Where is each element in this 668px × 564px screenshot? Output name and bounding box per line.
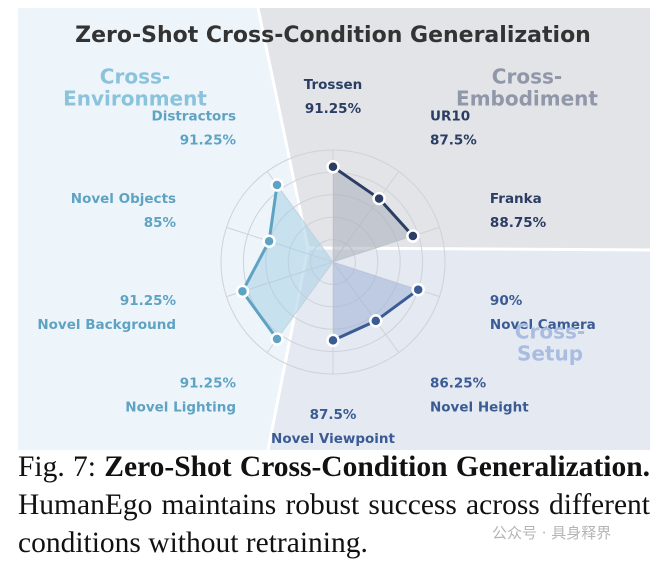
caption-title: Zero-Shot Cross-Condition Generalization… bbox=[104, 451, 650, 483]
point bbox=[369, 314, 383, 328]
category-label: Franka bbox=[490, 191, 542, 207]
value-label: 87.5% bbox=[430, 133, 477, 149]
category-label: Novel Camera bbox=[490, 317, 596, 333]
point bbox=[235, 284, 250, 299]
series-name: Cross- bbox=[515, 320, 585, 344]
point bbox=[326, 333, 340, 348]
series-name: Embodiment bbox=[456, 87, 598, 111]
region-environment bbox=[18, 8, 308, 450]
category-label: Novel Viewpoint bbox=[271, 431, 395, 447]
line bbox=[240, 184, 279, 340]
value-label: 85% bbox=[144, 215, 177, 231]
point bbox=[326, 160, 340, 174]
category-label: Novel Height bbox=[430, 399, 529, 415]
category-label: Trossen bbox=[304, 77, 363, 93]
point bbox=[270, 332, 284, 346]
chart-title: Zero-Shot Cross-Condition Generalization bbox=[75, 23, 591, 48]
series-name: Cross- bbox=[100, 65, 170, 89]
area bbox=[242, 184, 333, 340]
point bbox=[262, 234, 276, 248]
point bbox=[406, 229, 420, 243]
point bbox=[411, 282, 425, 297]
category-label: Novel Lighting bbox=[125, 399, 236, 415]
value-label: 90% bbox=[490, 293, 523, 309]
category-label: Novel Objects bbox=[71, 191, 176, 207]
point bbox=[270, 178, 284, 192]
series-name: Setup bbox=[517, 342, 583, 366]
watermark: 公众号 · 具身释界 bbox=[492, 524, 612, 542]
category-label: UR10 bbox=[430, 109, 470, 125]
area bbox=[333, 166, 413, 262]
caption-label: Fig. 7: bbox=[18, 451, 96, 483]
series-name: Environment bbox=[63, 87, 207, 111]
area bbox=[333, 262, 419, 341]
value-label: 87.5% bbox=[310, 407, 357, 423]
value-label: 88.75% bbox=[490, 215, 547, 231]
value-label: 91.25% bbox=[180, 133, 237, 149]
category-label: Novel Background bbox=[37, 317, 176, 333]
value-label: 91.25% bbox=[180, 375, 237, 391]
chart: Zero-Shot Cross-Condition Generalization… bbox=[18, 7, 651, 450]
value-label: 86.25% bbox=[430, 375, 487, 391]
series-name: Cross- bbox=[492, 65, 562, 89]
value-label: 91.25% bbox=[305, 101, 362, 117]
point bbox=[372, 191, 386, 206]
caption-text: HumanEgo maintains robust success across… bbox=[18, 489, 650, 559]
value-label: 91.25% bbox=[120, 293, 177, 309]
category-label: Distractors bbox=[151, 109, 236, 125]
caption: Fig. 7: Zero-Shot Cross-Condition Genera… bbox=[18, 448, 650, 562]
